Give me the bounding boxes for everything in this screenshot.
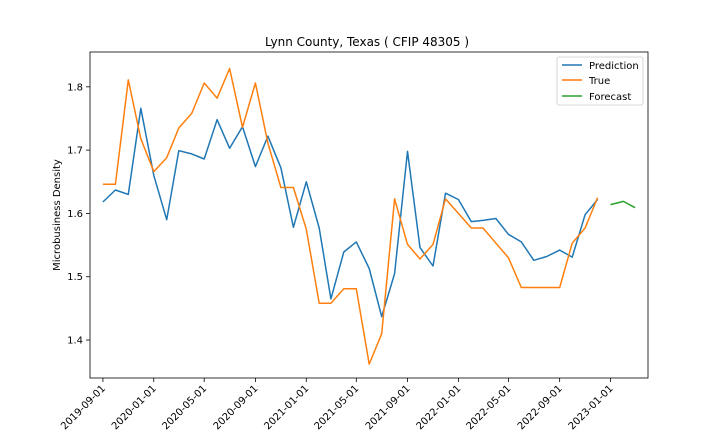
legend: Prediction True Forecast bbox=[556, 56, 644, 106]
legend-label-true: True bbox=[588, 76, 610, 87]
y-tick-label: 1.8 bbox=[67, 82, 83, 93]
series-line-forecast bbox=[610, 200, 636, 209]
y-tick-label: 1.4 bbox=[67, 336, 83, 347]
series-lines bbox=[102, 67, 636, 365]
legend-box bbox=[556, 56, 644, 106]
chart-title: Lynn County, Texas ( CFIP 48305 ) bbox=[265, 35, 469, 49]
series-line-true bbox=[102, 67, 599, 365]
plot-area bbox=[89, 51, 649, 379]
y-tick-label: 1.6 bbox=[67, 209, 83, 220]
y-tick-label: 1.5 bbox=[67, 272, 83, 283]
y-axis: 1.4 1.5 1.6 1.7 1.8 bbox=[67, 82, 90, 347]
y-axis-label: Microbusiness Density bbox=[52, 159, 63, 271]
legend-label-forecast: Forecast bbox=[589, 92, 631, 103]
legend-label-prediction: Prediction bbox=[589, 61, 639, 72]
y-tick-label: 1.7 bbox=[67, 146, 83, 157]
series-line-prediction bbox=[102, 107, 599, 318]
